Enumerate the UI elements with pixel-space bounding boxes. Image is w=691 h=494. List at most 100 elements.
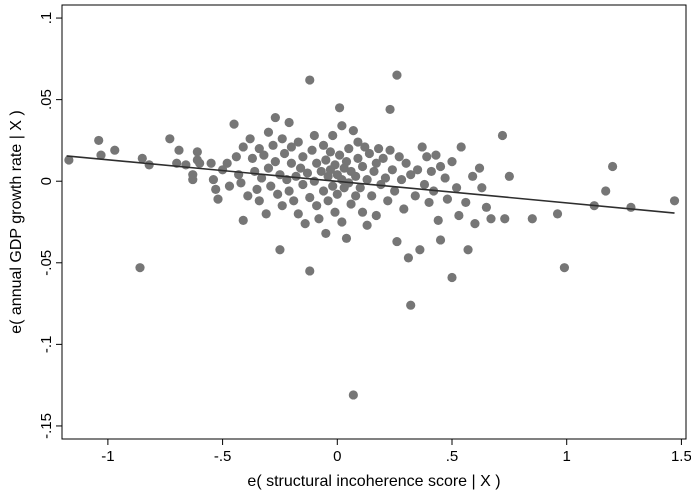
data-point <box>302 168 313 178</box>
data-point <box>378 153 388 163</box>
data-point <box>259 150 269 160</box>
data-point <box>371 210 381 221</box>
data-point <box>332 189 342 199</box>
data-point <box>286 142 297 152</box>
data-point <box>247 153 258 163</box>
data-point <box>435 235 446 245</box>
data-point <box>277 201 287 211</box>
data-point <box>273 189 283 199</box>
data-point <box>284 186 294 196</box>
data-point <box>284 117 294 128</box>
data-point <box>266 181 276 191</box>
data-point <box>399 204 409 214</box>
data-point <box>344 143 354 154</box>
data-point <box>174 145 184 155</box>
data-point <box>431 150 441 160</box>
x-tick-label: .5 <box>446 448 459 465</box>
data-point <box>254 143 264 154</box>
data-point <box>270 157 280 167</box>
data-point <box>447 272 457 283</box>
data-point <box>341 157 352 167</box>
data-point <box>263 127 274 137</box>
data-point <box>295 163 306 173</box>
data-point <box>334 103 345 113</box>
data-point <box>385 145 395 155</box>
data-point <box>293 209 303 219</box>
data-point <box>291 171 301 181</box>
data-point <box>206 158 216 168</box>
data-point <box>330 207 340 217</box>
data-point <box>367 191 377 201</box>
data-point <box>165 134 175 144</box>
data-point <box>307 145 317 155</box>
data-point <box>298 179 308 190</box>
data-point <box>392 70 402 80</box>
data-point <box>238 215 248 225</box>
data-point <box>328 130 338 141</box>
data-point <box>552 209 563 219</box>
data-point <box>321 155 331 165</box>
data-point <box>497 130 508 141</box>
data-point <box>481 202 492 212</box>
data-point <box>357 207 368 217</box>
data-points <box>64 70 680 400</box>
y-tick-label: -.15 <box>38 413 55 439</box>
data-point <box>390 186 400 196</box>
x-tick-label: -.5 <box>214 448 232 465</box>
fit-line <box>66 155 675 214</box>
data-point <box>456 142 466 152</box>
data-point <box>110 145 120 155</box>
data-point <box>245 134 255 144</box>
data-point <box>442 194 453 204</box>
data-point <box>94 135 104 146</box>
data-point <box>188 174 198 185</box>
data-point <box>305 192 315 203</box>
data-point <box>323 196 333 206</box>
y-tick-label: -.1 <box>38 336 55 354</box>
y-axis-title: e( annual GDP growth rate | X ) <box>8 110 25 334</box>
data-point <box>463 245 473 255</box>
y-tick-label: .05 <box>38 89 55 110</box>
data-point <box>468 171 478 181</box>
data-point <box>224 181 235 191</box>
data-point <box>422 152 432 162</box>
data-point <box>334 150 345 160</box>
data-point <box>435 161 446 172</box>
data-point <box>279 148 290 159</box>
data-point <box>252 184 262 194</box>
data-point <box>353 153 363 163</box>
data-point <box>277 134 287 144</box>
data-point <box>298 152 308 162</box>
y-axis: -.15 -.1 -.05 0 .05 .1 <box>38 12 62 439</box>
data-point <box>406 170 416 180</box>
data-point <box>286 158 297 168</box>
data-point <box>353 137 363 147</box>
x-tick-label: 1 <box>563 448 571 465</box>
data-point <box>192 147 202 157</box>
data-point <box>96 150 106 160</box>
data-point <box>64 155 74 165</box>
data-point <box>256 173 267 183</box>
data-point <box>293 137 303 147</box>
data-point <box>316 166 326 177</box>
data-point <box>195 158 205 168</box>
data-point <box>396 174 407 185</box>
data-point <box>504 171 514 181</box>
data-point <box>337 217 347 227</box>
data-point <box>351 191 361 201</box>
data-point <box>559 263 570 273</box>
data-point <box>337 121 347 131</box>
data-point <box>263 163 274 173</box>
data-point <box>364 148 375 159</box>
data-point <box>275 245 285 255</box>
data-point <box>451 183 462 193</box>
data-point <box>222 158 232 168</box>
data-point <box>410 191 420 201</box>
data-point <box>254 196 264 206</box>
data-point <box>373 143 384 154</box>
data-point <box>447 157 457 167</box>
data-point <box>607 161 618 172</box>
data-point <box>321 228 331 239</box>
data-point <box>312 158 322 168</box>
data-point <box>500 214 510 224</box>
